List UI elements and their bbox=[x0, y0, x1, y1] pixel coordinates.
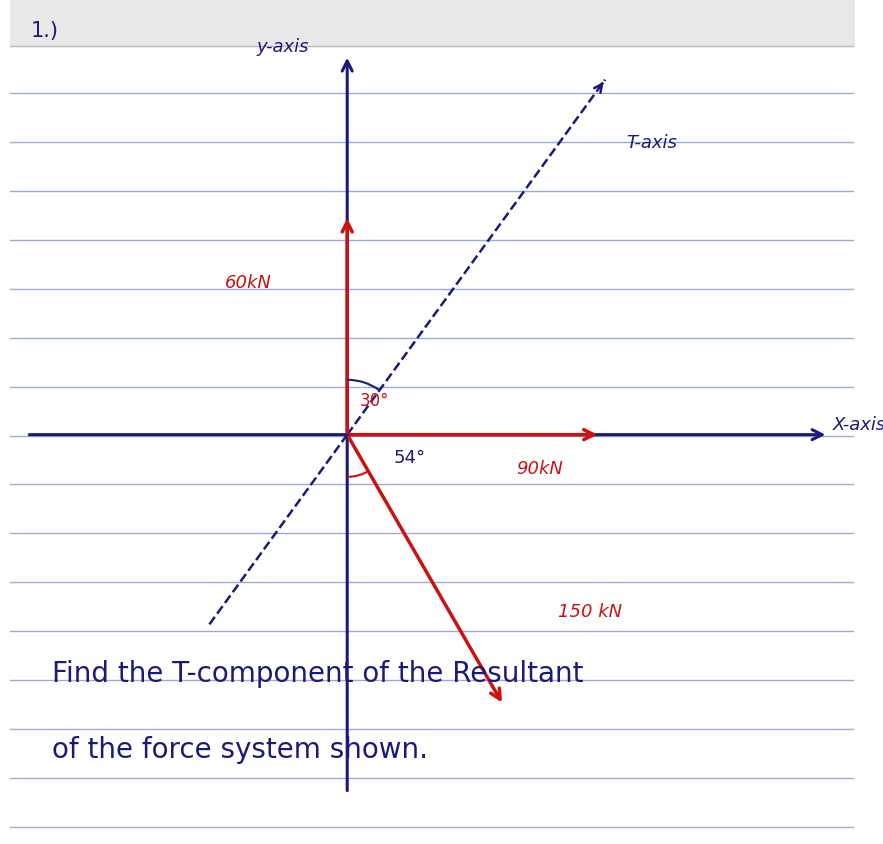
Text: 90kN: 90kN bbox=[516, 460, 562, 478]
Text: 30°: 30° bbox=[360, 392, 389, 410]
Text: 54°: 54° bbox=[394, 449, 426, 467]
Text: X-axis: X-axis bbox=[833, 415, 883, 434]
Text: 60kN: 60kN bbox=[224, 273, 271, 292]
Text: Find the T-component of the Resultant: Find the T-component of the Resultant bbox=[52, 660, 584, 688]
Text: T-axis: T-axis bbox=[626, 134, 676, 152]
Text: 1.): 1.) bbox=[31, 21, 58, 41]
Text: of the force system shown.: of the force system shown. bbox=[52, 736, 427, 764]
Text: y-axis: y-axis bbox=[257, 38, 309, 56]
Text: 150 kN: 150 kN bbox=[558, 603, 623, 621]
